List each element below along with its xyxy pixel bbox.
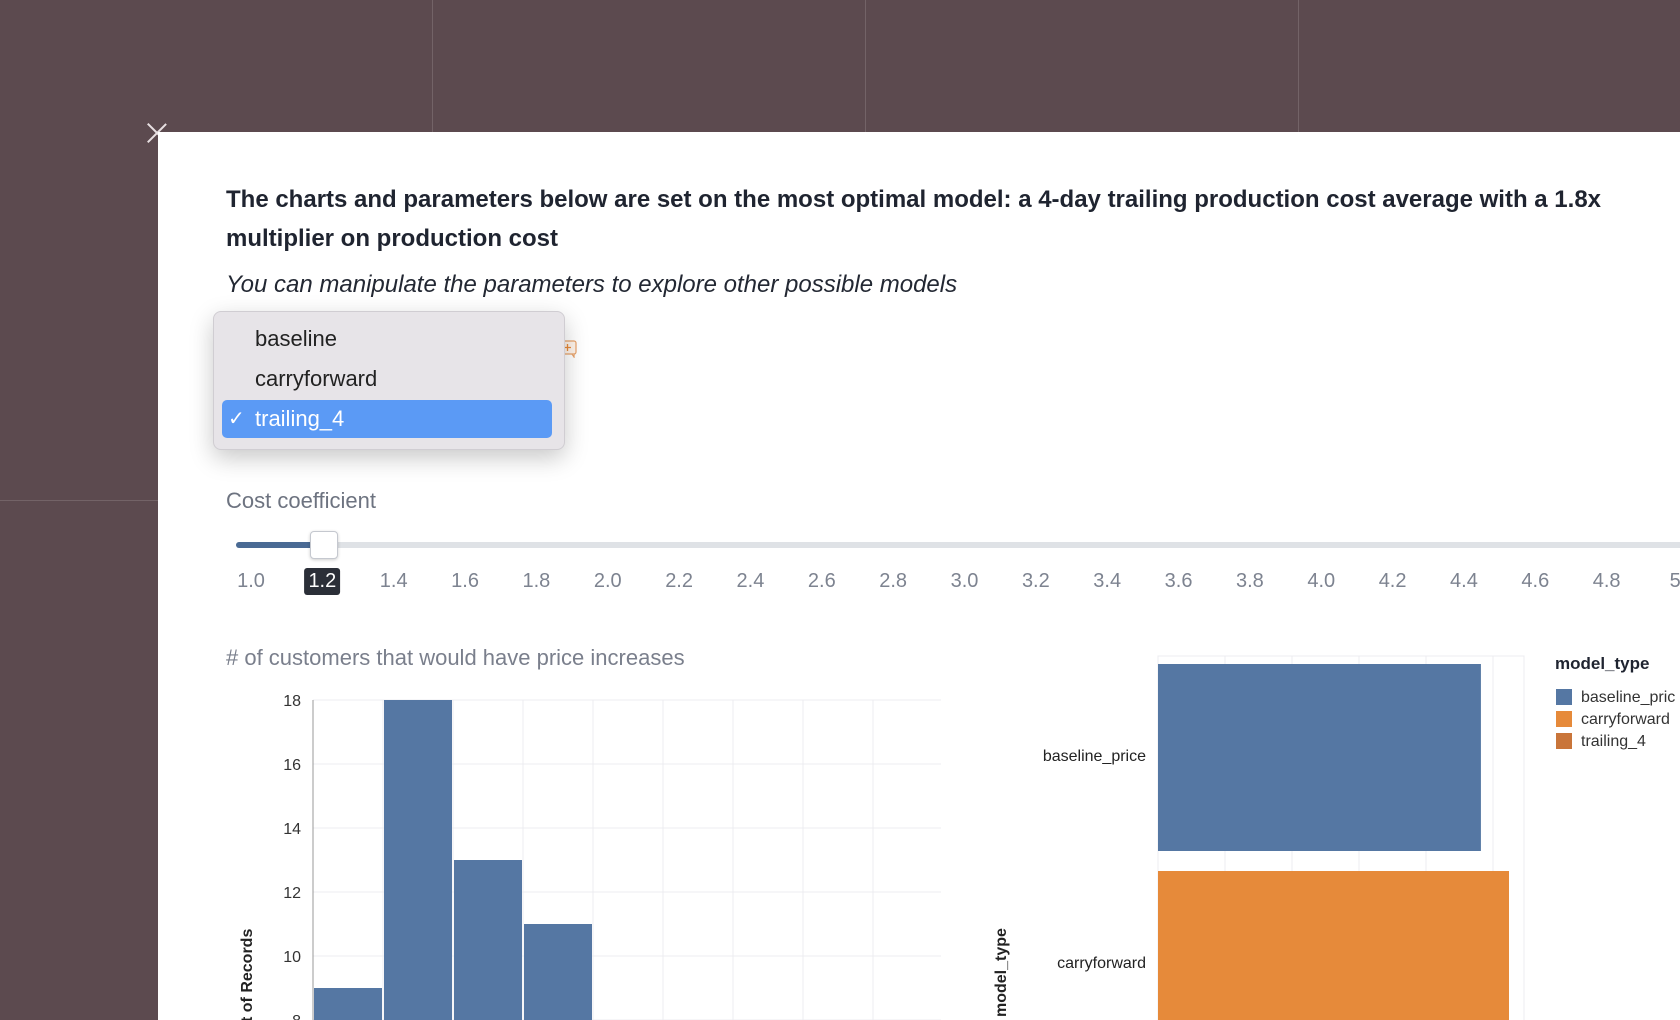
legend-label: trailing_4	[1581, 733, 1646, 750]
dropdown-option-carryforward[interactable]: carryforward	[222, 360, 552, 398]
dropdown-option-label: carryforward	[255, 366, 378, 391]
modal-panel: The charts and parameters below are set …	[158, 132, 1680, 1020]
slider-tick-label: 1.0	[237, 570, 265, 592]
headline: The charts and parameters below are set …	[226, 186, 1602, 252]
histogram-bar	[384, 700, 452, 1020]
slider-tick-label: 3.0	[950, 570, 979, 592]
legend-swatch	[1556, 711, 1572, 727]
slider-tick-label: 1.4	[379, 570, 408, 592]
model-dropdown-menu: baseline carryforward ✓ trailing_4	[213, 311, 565, 450]
legend-swatch	[1556, 733, 1572, 749]
slider-tick-label: 2.2	[665, 570, 693, 592]
legend-label: carryforward	[1581, 711, 1670, 728]
histogram-bar	[454, 860, 522, 1020]
slider-fill	[236, 542, 322, 548]
legend-title: model_type	[1555, 654, 1649, 673]
slider-tick-label: 4.2	[1378, 570, 1407, 592]
slider-tick-label: 3.4	[1093, 570, 1122, 592]
legend-label: baseline_pric	[1581, 689, 1675, 706]
slider-label: Cost coefficient	[226, 488, 377, 513]
slider-tick-label: 4.0	[1307, 570, 1336, 592]
slider-tick-label: 1.2	[304, 568, 341, 595]
category-label: baseline_price	[1043, 748, 1146, 765]
slider-track[interactable]	[236, 542, 1680, 548]
y-tick-label: 10	[283, 949, 301, 966]
slider-tick-label: 2.6	[807, 570, 836, 592]
histogram-bar	[314, 988, 382, 1020]
slider-thumb[interactable]	[310, 531, 338, 559]
model-bar	[1158, 664, 1481, 851]
slider-tick-label: 4.8	[1592, 570, 1621, 592]
histogram-bar	[524, 924, 592, 1020]
y-tick-label: 14	[283, 821, 301, 838]
y-axis-label: t of Records	[239, 929, 256, 1020]
slider-tick-label: 3.8	[1235, 570, 1264, 592]
slider-tick-label: 2.0	[593, 570, 622, 592]
slider-tick-label: 2.4	[736, 570, 765, 592]
legend-swatch	[1556, 689, 1572, 705]
histogram-title: # of customers that would have price inc…	[226, 645, 685, 670]
dropdown-option-label: baseline	[255, 326, 337, 351]
slider-tick-label: 4.6	[1521, 570, 1550, 592]
slider-tick-label: 3.2	[1021, 570, 1050, 592]
check-icon: ✓	[228, 408, 245, 430]
dropdown-option-baseline[interactable]: baseline	[222, 320, 552, 358]
slider-tick-label: 3.6	[1164, 570, 1193, 592]
slider-tick-label: 4.4	[1450, 570, 1478, 592]
y-tick-label: 18	[283, 693, 301, 710]
y-tick-label: 8	[292, 1013, 301, 1020]
slider-tick-label: 1.6	[451, 570, 479, 592]
charts-svg: 81012141618t of Recordsbaseline_pricecar…	[239, 654, 1675, 1020]
category-label: carryforward	[1057, 955, 1146, 972]
slider-tick-label: 5.	[1669, 570, 1680, 592]
slider-tick-label: 1.8	[522, 570, 551, 592]
dropdown-option-label: trailing_4	[255, 406, 345, 431]
y-axis-label: model_type	[993, 928, 1010, 1017]
y-tick-label: 16	[283, 757, 301, 774]
subline: You can manipulate the parameters to exp…	[226, 271, 958, 298]
model-bar	[1158, 871, 1509, 1020]
dropdown-option-trailing-4[interactable]: ✓ trailing_4	[222, 400, 552, 438]
y-tick-label: 12	[283, 885, 301, 902]
slider-tick-label: 2.8	[879, 570, 908, 592]
